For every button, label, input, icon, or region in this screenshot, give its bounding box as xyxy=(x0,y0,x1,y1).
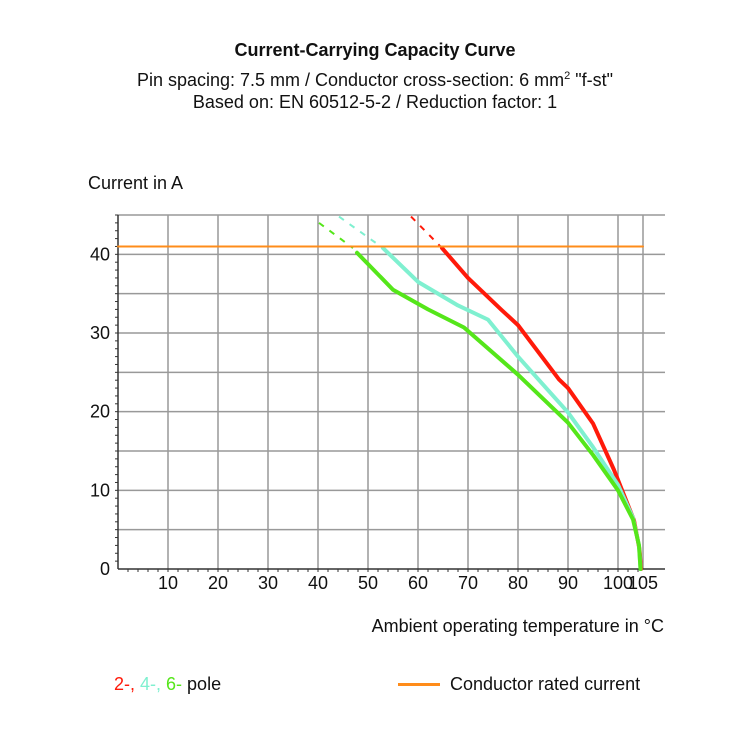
x-tick-label: 30 xyxy=(258,573,278,593)
legend-pole-word: pole xyxy=(182,674,222,694)
y-tick-label: 30 xyxy=(90,323,110,343)
chart-title: Current-Carrying Capacity Curve xyxy=(234,40,516,60)
series-line xyxy=(381,246,643,571)
legend-rated-current: Conductor rated current xyxy=(398,674,640,695)
legend-rated-swatch xyxy=(398,683,440,686)
x-tick-label: 20 xyxy=(208,573,228,593)
subtitle-sup: 2 xyxy=(564,70,571,82)
subtitle-suffix: "f-st" xyxy=(570,70,614,90)
y-tick-label: 20 xyxy=(90,402,110,422)
y-tick-label: 40 xyxy=(90,244,110,264)
y-tick-label: 0 xyxy=(100,559,110,579)
x-axis-label: Ambient operating temperature in °C xyxy=(371,616,664,636)
legend-pole-4: 4-, xyxy=(135,674,162,694)
series-line xyxy=(355,250,643,571)
x-tick-label: 80 xyxy=(508,573,528,593)
x-tick-label: 10 xyxy=(158,573,178,593)
x-tick-label: 105 xyxy=(628,573,658,593)
series-dashed-line xyxy=(410,215,443,249)
x-tick-label: 100 xyxy=(603,573,633,593)
x-tick-label: 60 xyxy=(408,573,428,593)
chart-subtitle-2: Based on: EN 60512-5-2 / Reduction facto… xyxy=(192,92,558,112)
legend-pole-6: 6- xyxy=(161,674,183,694)
series-dashed-line xyxy=(318,222,354,249)
x-tick-label: 90 xyxy=(558,573,578,593)
y-tick-label: 10 xyxy=(90,480,110,500)
y-axis-label: Current in A xyxy=(88,173,184,193)
series-line xyxy=(440,246,643,571)
x-tick-label: 40 xyxy=(308,573,328,593)
chart-subtitle: Pin spacing: 7.5 mm / Conductor cross-se… xyxy=(0,64,750,92)
series-dashed-line xyxy=(338,215,384,249)
legend-poles: 2-, 4-, 6- pole xyxy=(114,674,221,695)
x-tick-label: 70 xyxy=(458,573,478,593)
x-tick-label: 50 xyxy=(358,573,378,593)
legend-rated-label: Conductor rated current xyxy=(450,674,641,694)
legend-pole-2: 2-, xyxy=(114,674,136,694)
subtitle-prefix: Pin spacing: 7.5 mm / Conductor cross-se… xyxy=(136,70,565,90)
